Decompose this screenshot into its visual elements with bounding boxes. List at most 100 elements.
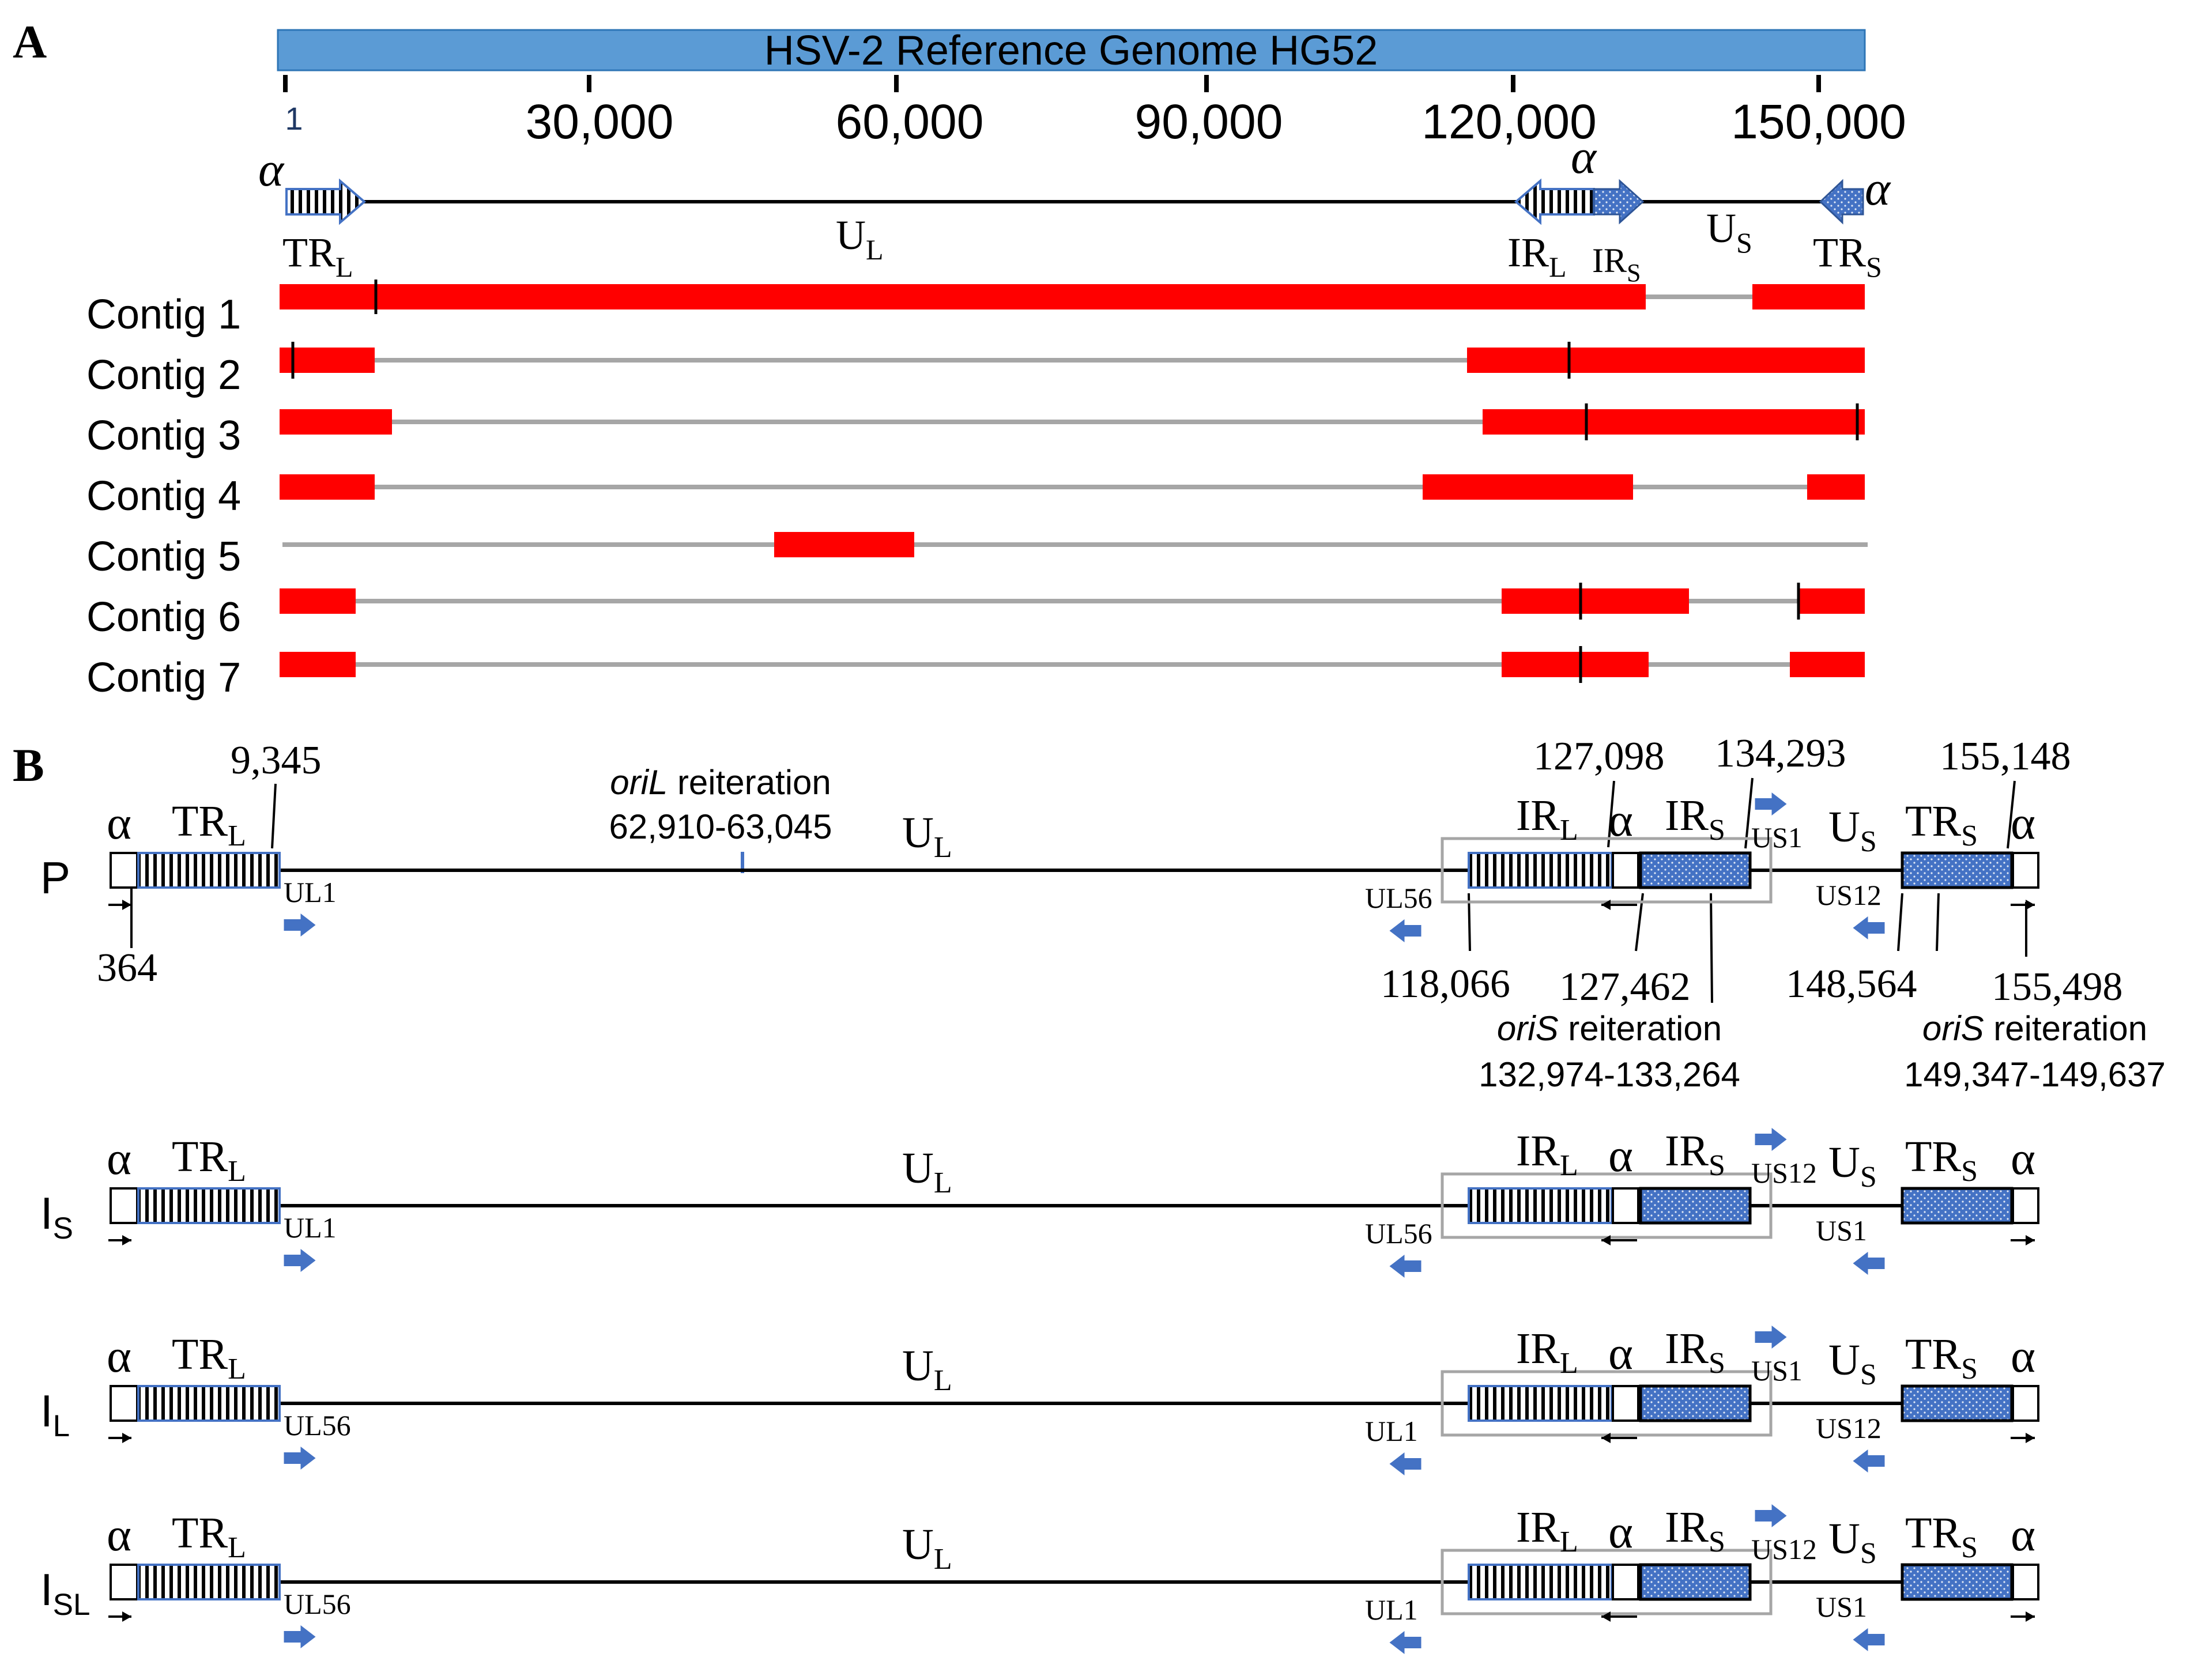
trl-label: TRL — [172, 1132, 246, 1188]
alpha-box — [110, 852, 138, 889]
genome-bar — [277, 29, 1866, 71]
us-gene-label-top: US12 — [1751, 1533, 1817, 1565]
isomer-label-p: P — [40, 852, 70, 903]
contig-track-1 — [280, 280, 1865, 314]
alpha-box — [110, 1187, 138, 1224]
isomer-row-il: IL α TRL UL56 UL IRL α IRS UL1 US1 US US12 TRS α — [40, 1324, 2039, 1475]
contig-label-5: Contig 5 — [86, 534, 241, 580]
gene-direction-arrow-us-top — [1755, 1128, 1787, 1151]
alpha-label-left: α — [107, 1330, 131, 1382]
alpha-label-middle: α — [1608, 1505, 1633, 1558]
gene-direction-arrow-us-top — [1755, 1504, 1787, 1527]
ul-label: UL — [836, 212, 884, 266]
oris2-range: 149,347-149,637 — [1904, 1055, 2166, 1094]
irs-label: IRS — [1665, 1503, 1725, 1558]
gene-direction-arrow-left — [1389, 1255, 1422, 1278]
terminal-orientation-arrow-left — [108, 1611, 131, 1622]
irl-repeat-box — [1468, 1564, 1613, 1600]
alpha-box — [110, 1564, 138, 1600]
irs-repeat-box — [1639, 1187, 1752, 1225]
gene-direction-arrow-us-bottom — [1853, 1449, 1885, 1473]
trl-label: TRL — [172, 1509, 246, 1564]
alpha-label-right: α — [2011, 1508, 2035, 1561]
ul-region-label: UL — [902, 1342, 952, 1397]
trs-arrow — [1819, 179, 1864, 225]
ul-gene-label-right: UL1 — [284, 1211, 337, 1244]
coord-127098: 127,098 — [1533, 734, 1665, 779]
isomer-row-is: IS α TRL UL1 UL IRL α IRS UL56 US12 US US1 TRS α — [40, 1127, 2039, 1278]
tick-label-60000: 60,000 — [836, 95, 984, 149]
gene-direction-arrow-ul — [284, 1625, 316, 1648]
irs-arrow — [1593, 179, 1645, 225]
alpha-box — [1612, 1564, 1639, 1600]
coord-155148-leader — [2007, 780, 2016, 849]
alpha-right: α — [1865, 162, 1891, 216]
coord-134293: 134,293 — [1715, 731, 1846, 776]
irl-label: IRL — [1516, 791, 1578, 847]
irs-repeat-box — [1639, 1563, 1752, 1601]
us-gene-label-bottom: US1 — [1816, 1591, 1867, 1623]
contig-track-6 — [280, 583, 1865, 620]
panel-a-letter: A — [13, 16, 47, 68]
oris1-label: oriS reiteration — [1497, 1009, 1722, 1048]
alpha-label-left: α — [107, 796, 131, 849]
ul-region-label: UL — [902, 809, 952, 864]
alpha-box — [2012, 852, 2039, 889]
contig-track-5 — [282, 532, 1868, 557]
gene-direction-arrow-us-bottom — [1853, 916, 1885, 939]
irs-label: IRS — [1665, 1127, 1725, 1182]
us-gene-label-bottom: US1 — [1816, 1214, 1867, 1247]
terminal-orientation-arrow-left — [108, 900, 131, 910]
terminal-orientation-arrow-right — [2011, 1235, 2035, 1245]
terminal-orientation-arrow-right — [2011, 1433, 2035, 1443]
alpha-box — [2012, 1385, 2039, 1422]
us-gene-label-top: US1 — [1751, 821, 1803, 854]
gene-direction-arrow-left — [1389, 919, 1422, 942]
trl-label: TRL — [282, 229, 353, 283]
trl-label: TRL — [172, 797, 246, 852]
isomer-rows: Pα TRL UL1 UL IRL α IRS UL56 US1 US US12 TRS α IS α TRL… — [40, 791, 2039, 1654]
irl-repeat-box — [1468, 1385, 1613, 1422]
alpha-box — [1612, 852, 1639, 889]
irl-label: IRL — [1507, 229, 1567, 283]
isomer-row-isl: ISL α TRL UL56 UL IRL α IRS UL1 US12 US US1 TRS α — [40, 1503, 2039, 1654]
irl-repeat-box — [1468, 852, 1613, 889]
irl-repeat-box — [1468, 1187, 1613, 1224]
us-gene-label-top: US12 — [1751, 1157, 1817, 1189]
trs-repeat-box — [1901, 1384, 2014, 1422]
alpha-label-right: α — [2011, 796, 2035, 849]
oris2-leader — [1936, 893, 1940, 952]
coord-148564: 148,564 — [1786, 962, 1917, 1006]
gene-direction-arrow-us-bottom — [1853, 1628, 1885, 1651]
coord-155498: 155,498 — [1992, 965, 2123, 1009]
ul-gene-label-right: UL1 — [284, 876, 337, 908]
irs-repeat-box — [1639, 1384, 1752, 1422]
coord-364: 364 — [97, 946, 157, 990]
contig-label-2: Contig 2 — [86, 352, 241, 398]
irl-label: IRL — [1516, 1127, 1578, 1182]
oris2-label: oriS reiteration — [1922, 1009, 2147, 1048]
trs-repeat-box — [1901, 851, 2014, 889]
gene-label-left: UL1 — [1365, 1415, 1418, 1447]
trl-repeat-box — [137, 852, 281, 889]
us-gene-label-bottom: US12 — [1816, 1412, 1881, 1444]
trl-label: TRL — [172, 1330, 246, 1385]
coord-9345-leader — [271, 783, 277, 849]
joint-orientation-arrow — [1601, 1433, 1637, 1443]
panel-b-letter: B — [13, 739, 44, 791]
trs-label: TRS — [1905, 1509, 1978, 1564]
tick-label-120000: 120,000 — [1422, 95, 1597, 149]
alpha-left: α — [258, 143, 285, 197]
gene-direction-arrow-us-top — [1755, 792, 1787, 816]
irs-label: IRS — [1592, 241, 1641, 287]
trl-repeat-box — [137, 1385, 281, 1422]
oris1-leader — [1710, 893, 1713, 1003]
oril-range: 62,910-63,045 — [609, 807, 832, 846]
alpha-box — [2012, 1564, 2039, 1600]
tick-label-150000: 150,000 — [1731, 95, 1906, 149]
coord-127462: 127,462 — [1559, 965, 1691, 1009]
oris1-range: 132,974-133,264 — [1479, 1055, 1740, 1094]
terminal-orientation-arrow-right — [2011, 900, 2035, 910]
alpha-middle: α — [1571, 130, 1597, 184]
gene-direction-arrow-left — [1389, 1452, 1422, 1475]
